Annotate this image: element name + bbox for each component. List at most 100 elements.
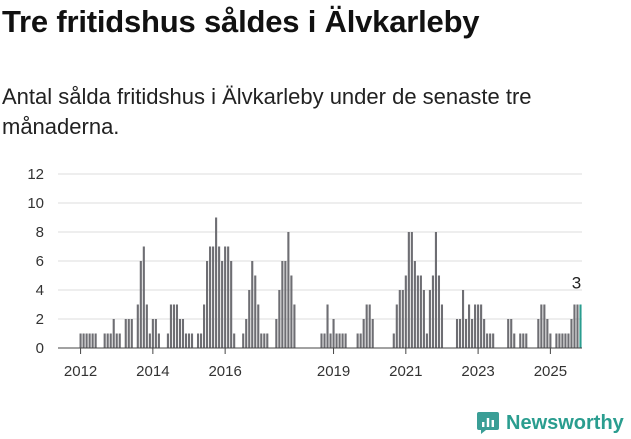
bar xyxy=(263,333,266,348)
bar xyxy=(118,333,121,348)
bar xyxy=(455,319,459,348)
bar xyxy=(425,333,428,348)
bar xyxy=(230,261,233,348)
bar xyxy=(184,333,188,348)
bar xyxy=(145,304,148,348)
bar xyxy=(130,319,133,348)
bar xyxy=(224,246,227,348)
bar xyxy=(329,333,332,348)
x-tick-label: 2014 xyxy=(136,363,169,380)
bar xyxy=(332,319,335,348)
y-tick-label: 12 xyxy=(27,166,44,183)
bar xyxy=(576,304,579,348)
bar xyxy=(109,333,112,348)
bar xyxy=(221,261,224,348)
brand-name: Newsworthy xyxy=(506,411,624,434)
bar xyxy=(461,290,465,348)
bar xyxy=(573,304,576,348)
bar xyxy=(486,333,489,348)
brand-logo: Newsworthy xyxy=(476,408,624,438)
bar xyxy=(227,246,230,348)
bar-chart: 0 2 4 6 8 10 12 2012 2014 2016 2019 2021 2023 2025 3 xyxy=(27,166,582,380)
bar xyxy=(124,319,127,348)
bar xyxy=(458,319,462,348)
page-subtitle: Antal sålda fritidshus i Älvkarleby unde… xyxy=(2,84,532,139)
bar xyxy=(166,333,169,348)
bar xyxy=(368,304,371,348)
bar xyxy=(215,217,218,348)
bar xyxy=(218,246,221,348)
bar xyxy=(199,333,203,348)
bar xyxy=(88,333,91,348)
bar xyxy=(492,333,495,348)
y-tick-label: 2 xyxy=(36,311,44,328)
bar xyxy=(320,333,323,348)
bar xyxy=(242,333,245,348)
bar xyxy=(468,304,471,348)
bar xyxy=(419,275,422,348)
bar xyxy=(209,246,212,348)
bar xyxy=(196,333,200,348)
x-tick-label: 2019 xyxy=(317,363,350,380)
bar xyxy=(290,275,293,348)
bar xyxy=(558,333,561,348)
bar xyxy=(507,319,510,348)
bar xyxy=(549,333,552,348)
y-tick-label: 4 xyxy=(36,282,44,299)
bar xyxy=(437,275,441,348)
bar xyxy=(112,319,115,348)
bar xyxy=(148,333,151,348)
bar xyxy=(136,304,139,348)
bar xyxy=(151,319,154,348)
bar xyxy=(284,261,287,348)
bar xyxy=(338,333,341,348)
bar xyxy=(212,246,215,348)
bar xyxy=(401,290,404,348)
bar xyxy=(257,304,260,348)
bar xyxy=(465,319,468,348)
bar xyxy=(275,319,278,348)
bar xyxy=(169,304,172,348)
last-value-label: 3 xyxy=(572,274,581,293)
bar xyxy=(335,333,338,348)
bar xyxy=(480,304,483,348)
bar xyxy=(175,304,179,348)
y-tick-label: 0 xyxy=(36,340,44,357)
bar xyxy=(245,319,248,348)
bar xyxy=(293,304,296,348)
bar xyxy=(365,304,368,348)
bar xyxy=(260,333,263,348)
bar xyxy=(519,333,522,348)
bar xyxy=(206,261,209,348)
bar xyxy=(483,319,486,348)
bar xyxy=(115,333,118,348)
bar xyxy=(106,333,109,348)
bar xyxy=(474,304,477,348)
bar xyxy=(326,304,329,348)
bar xyxy=(139,261,142,348)
bar xyxy=(513,333,516,348)
bar xyxy=(157,333,160,348)
bar xyxy=(404,275,407,348)
bar xyxy=(127,319,130,348)
y-axis-ticks: 0 2 4 6 8 10 12 xyxy=(27,166,44,357)
bar xyxy=(203,304,206,348)
newsworthy-logo-icon xyxy=(477,412,499,434)
bar xyxy=(570,319,573,348)
bar xyxy=(154,319,157,348)
bar xyxy=(359,333,362,348)
bar xyxy=(94,333,97,348)
bar xyxy=(172,304,175,348)
bar xyxy=(85,333,88,348)
bar xyxy=(278,290,281,348)
bar xyxy=(142,246,145,348)
bar xyxy=(248,290,251,348)
bar xyxy=(440,304,444,348)
bar xyxy=(537,319,540,348)
bar xyxy=(543,304,546,348)
bar xyxy=(103,333,106,348)
bar xyxy=(431,275,434,348)
bar xyxy=(525,333,528,348)
grid-lines xyxy=(58,173,582,349)
bar xyxy=(428,290,431,348)
